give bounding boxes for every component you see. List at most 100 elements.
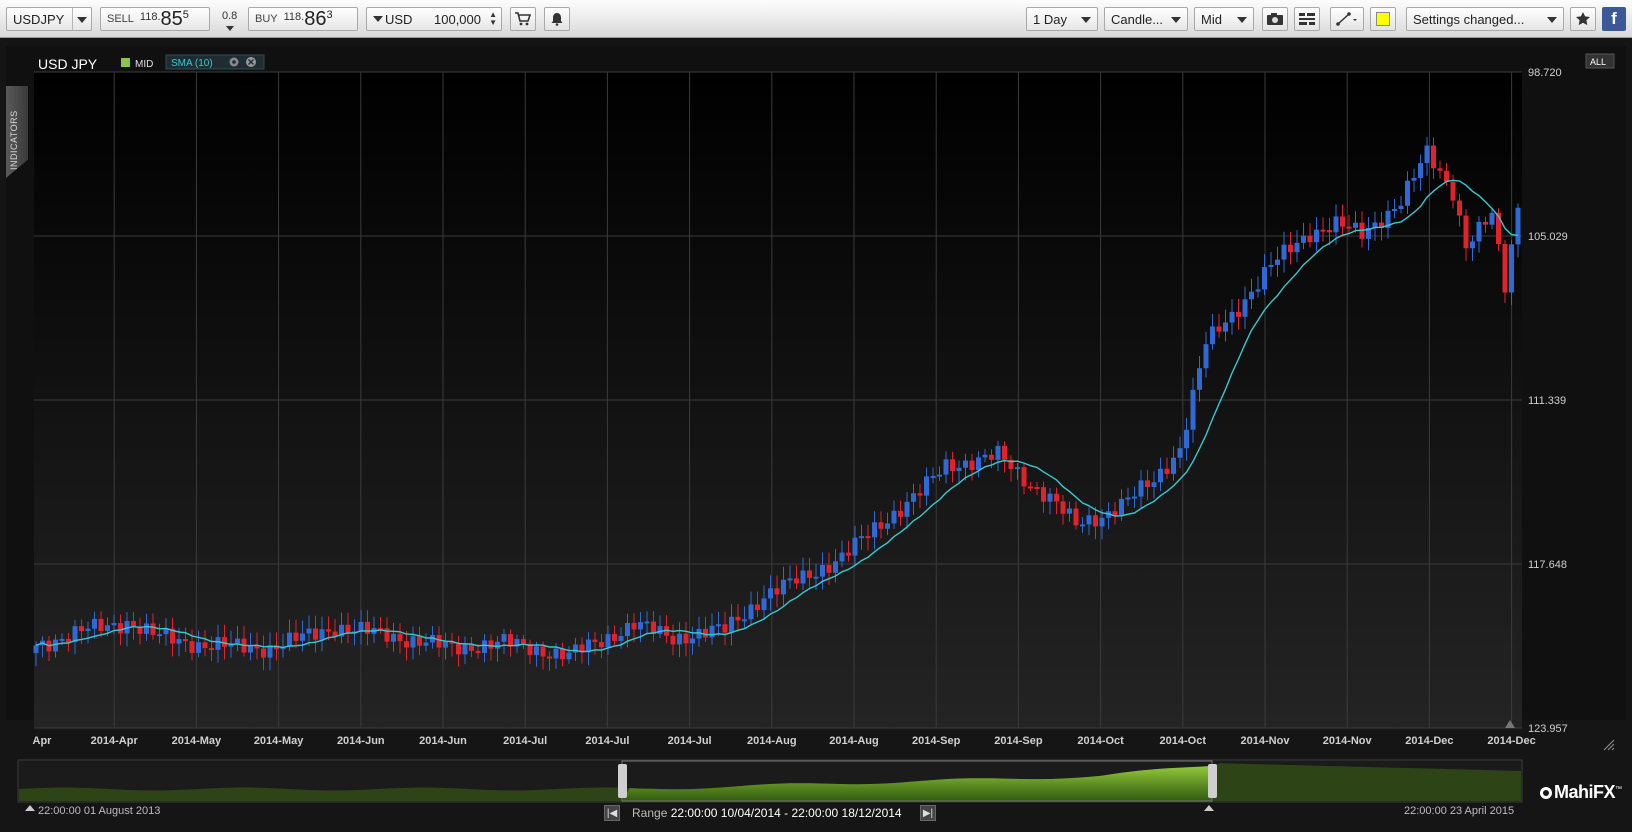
- settings-value: Settings changed...: [1413, 11, 1525, 27]
- y-tick-label: 117.648: [1528, 559, 1567, 571]
- candle-body: [462, 643, 468, 655]
- candle-body: [92, 618, 97, 629]
- candle-body: [1489, 212, 1495, 225]
- timeframe-select[interactable]: 1 Day: [1026, 7, 1098, 31]
- candle-body: [761, 598, 767, 611]
- facebook-icon[interactable]: f: [1602, 7, 1626, 31]
- candle-body: [1327, 230, 1332, 233]
- x-tick-label: 2014-May: [172, 735, 222, 747]
- sell-button[interactable]: SELL 118. 85 5: [100, 7, 210, 31]
- candle-body: [150, 623, 156, 635]
- resize-grip-icon[interactable]: [1603, 739, 1615, 751]
- scroll-right-button[interactable]: ▶|: [920, 805, 936, 821]
- candle-body: [820, 564, 825, 577]
- camera-icon: [1267, 13, 1283, 25]
- buy-button[interactable]: BUY 118. 86 3: [248, 7, 358, 31]
- candle-body: [176, 639, 182, 644]
- candle-body: [605, 634, 611, 648]
- candle-body: [1112, 511, 1118, 517]
- candle-body: [976, 457, 981, 471]
- candle-body: [124, 621, 130, 634]
- indicators-tab[interactable]: INDICATORS: [6, 86, 28, 178]
- candle-body: [618, 636, 624, 641]
- amount-stepper-icon[interactable]: ▲ ▼: [489, 10, 497, 27]
- candle-body: [488, 640, 494, 649]
- settings-select[interactable]: Settings changed...: [1406, 7, 1564, 31]
- price-type-select[interactable]: Mid: [1194, 7, 1254, 31]
- y-tick-label: 98.720: [1528, 67, 1562, 79]
- candle-body: [209, 648, 214, 651]
- chart-title: USD JPY: [38, 56, 98, 72]
- candle-body: [709, 625, 715, 638]
- candle-body: [1437, 168, 1443, 171]
- x-tick-label: 2014-Nov: [1323, 735, 1373, 747]
- candle-body: [534, 646, 539, 656]
- candle-body: [417, 636, 422, 646]
- candle-body: [963, 460, 968, 468]
- buy-price-small: 118.: [283, 11, 305, 23]
- layout-button[interactable]: [1294, 7, 1320, 31]
- candle-body: [1450, 181, 1456, 201]
- candle-body: [1275, 259, 1280, 265]
- candle-body: [677, 633, 682, 645]
- chart-type-select[interactable]: Candle...: [1104, 7, 1188, 31]
- start-marker-icon[interactable]: [25, 805, 35, 811]
- candle-body: [300, 633, 305, 641]
- candle-body: [937, 474, 942, 477]
- candle-body: [157, 634, 162, 637]
- scroll-left-button[interactable]: |◀: [604, 805, 620, 821]
- amount-input[interactable]: USD 100,000 ▲ ▼: [366, 7, 502, 31]
- candle-body: [1080, 524, 1085, 527]
- draw-tool-button[interactable]: [1330, 7, 1364, 31]
- sma-legend-chip[interactable]: [165, 54, 265, 70]
- sma-line: [35, 179, 1519, 653]
- favorite-button[interactable]: [1570, 7, 1596, 31]
- all-button[interactable]: [1585, 53, 1615, 69]
- cart-icon: [515, 12, 531, 26]
- candle-body: [235, 638, 240, 644]
- candle-body: [839, 552, 845, 562]
- candle-body: [566, 652, 572, 660]
- candle-body: [859, 536, 864, 539]
- candle-body: [547, 656, 552, 659]
- navigator-right-handle[interactable]: [1208, 764, 1217, 798]
- candle-body: [1470, 241, 1475, 249]
- candle-body: [365, 621, 370, 634]
- brand-tm: ™: [1615, 786, 1622, 793]
- candle-body: [514, 639, 520, 647]
- chevron-down-icon: [1081, 17, 1091, 23]
- symbol-dropdown-button[interactable]: [72, 7, 92, 31]
- end-marker-icon[interactable]: [1204, 805, 1214, 811]
- cart-button[interactable]: [510, 7, 536, 31]
- alert-button[interactable]: [544, 7, 570, 31]
- color-picker-button[interactable]: [1370, 7, 1396, 31]
- candle-body: [1229, 311, 1235, 323]
- candle-body: [1223, 322, 1228, 332]
- candle-body: [1210, 326, 1215, 345]
- candle-body: [501, 634, 507, 642]
- x-tick-label: 2014-Oct: [1077, 735, 1124, 747]
- candle-body: [475, 650, 481, 654]
- candle-body: [904, 501, 910, 517]
- x-tick-label: 2014-Dec: [1487, 735, 1535, 747]
- candle-body: [657, 626, 663, 634]
- candle-body: [768, 588, 773, 599]
- candle-body: [1008, 459, 1014, 469]
- chevron-down-icon: [77, 17, 87, 23]
- navigator-left-handle[interactable]: [618, 764, 627, 798]
- candle-body: [391, 633, 396, 642]
- candle-body: [1496, 212, 1501, 245]
- candle-body: [1483, 221, 1488, 225]
- candle-body: [33, 645, 39, 654]
- screenshot-button[interactable]: [1262, 7, 1288, 31]
- scroll-up-icon[interactable]: [1505, 720, 1515, 728]
- candle-body: [1184, 429, 1189, 449]
- candle-body: [1093, 515, 1098, 527]
- candle-body: [339, 624, 344, 637]
- candle-body: [592, 639, 598, 643]
- chevron-down-icon: [1547, 17, 1557, 23]
- range-prefix: Range: [632, 806, 668, 820]
- candle-body: [313, 628, 318, 640]
- x-tick-label: 2014-Nov: [1241, 735, 1291, 747]
